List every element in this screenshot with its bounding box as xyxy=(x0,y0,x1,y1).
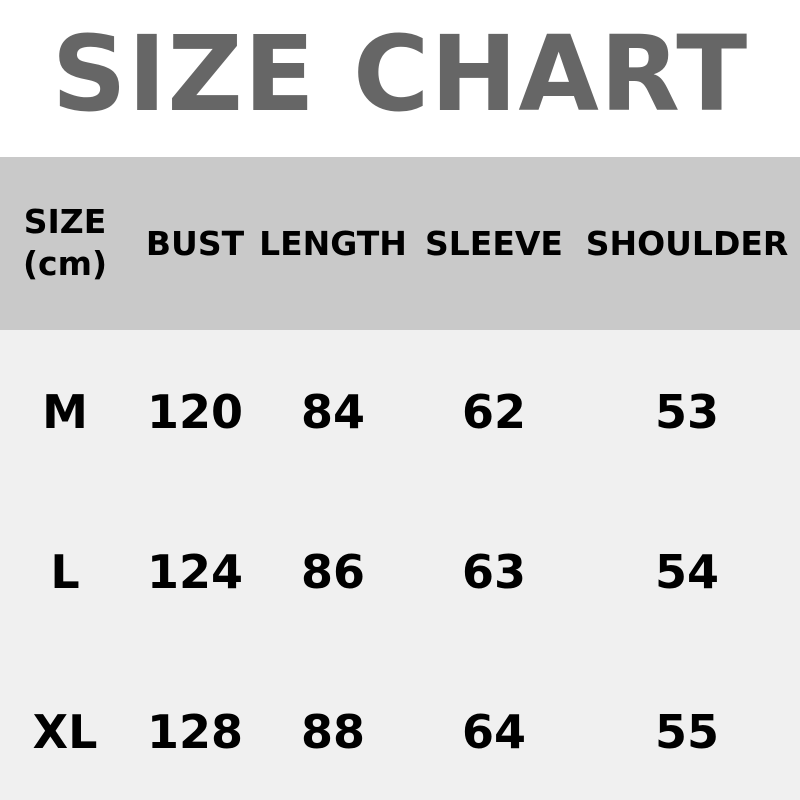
header-bust: BUST xyxy=(145,224,245,263)
cell-bust: 124 xyxy=(146,545,244,599)
cell-bust: 128 xyxy=(146,705,244,759)
cell-shoulder: 53 xyxy=(654,385,720,439)
cell-length: 88 xyxy=(300,705,366,759)
header-size-label: SIZE xyxy=(23,202,107,241)
header-shoulder: SHOULDER xyxy=(585,224,789,263)
cell-sleeve: 62 xyxy=(461,385,527,439)
table-header xyxy=(0,157,800,330)
header-length: LENGTH xyxy=(259,224,407,263)
cell-size: L xyxy=(50,545,80,599)
cell-length: 84 xyxy=(300,385,366,439)
cell-sleeve: 63 xyxy=(461,545,527,599)
cell-length: 86 xyxy=(300,545,366,599)
header-unit-label: (cm) xyxy=(22,244,108,283)
cell-shoulder: 54 xyxy=(654,545,720,599)
cell-shoulder: 55 xyxy=(654,705,720,759)
page-title: SIZE CHART xyxy=(51,13,749,135)
table-body xyxy=(0,330,800,800)
header-sleeve: SLEEVE xyxy=(425,224,563,263)
cell-size: M xyxy=(42,385,88,439)
cell-bust: 120 xyxy=(146,385,244,439)
cell-size: XL xyxy=(32,705,98,759)
cell-sleeve: 64 xyxy=(461,705,527,759)
header-size: SIZE (cm) xyxy=(23,201,107,285)
